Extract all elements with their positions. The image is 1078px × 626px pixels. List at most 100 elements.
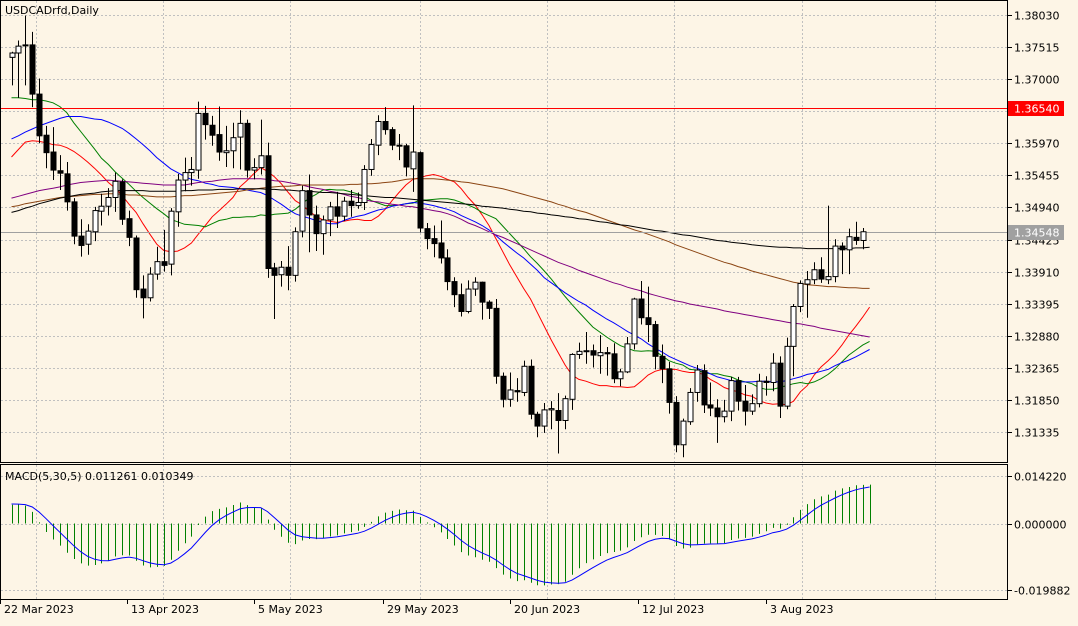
candle bbox=[285, 246, 292, 291]
candle bbox=[701, 364, 708, 414]
candle bbox=[341, 196, 348, 222]
candle bbox=[299, 185, 306, 238]
candle-body bbox=[313, 214, 320, 235]
macd-panel-frame bbox=[0, 464, 1008, 600]
candle bbox=[611, 343, 618, 384]
candle bbox=[161, 229, 168, 272]
candle-body bbox=[583, 350, 590, 353]
moving-average-line bbox=[11, 140, 871, 406]
candle-body bbox=[534, 413, 541, 427]
candle-body bbox=[375, 121, 382, 146]
candle bbox=[92, 206, 99, 242]
candle-body bbox=[278, 266, 285, 276]
candle bbox=[472, 277, 479, 296]
candle-body bbox=[182, 172, 189, 181]
candle-body bbox=[299, 190, 306, 232]
candle-body bbox=[209, 124, 216, 136]
candle bbox=[735, 376, 742, 411]
time-tick-label: 12 Jul 2023 bbox=[642, 603, 704, 616]
candle-body bbox=[659, 355, 666, 370]
candle-body bbox=[85, 230, 92, 245]
candle-body bbox=[687, 391, 694, 423]
macd-axis: 0.014220 0.000000 -0.019882 bbox=[1008, 471, 1070, 598]
candle bbox=[403, 143, 410, 177]
candle bbox=[804, 270, 811, 318]
candle bbox=[140, 275, 147, 319]
candle-body bbox=[355, 201, 362, 207]
candle bbox=[451, 277, 458, 308]
candle bbox=[348, 190, 355, 217]
macd-tick-label: 0.014220 bbox=[1014, 471, 1067, 484]
candle-body bbox=[790, 305, 797, 347]
candle-body bbox=[216, 134, 223, 153]
candle bbox=[590, 344, 597, 368]
candle-body bbox=[348, 200, 355, 207]
moving-average-line bbox=[11, 188, 870, 250]
candle bbox=[548, 401, 555, 430]
candle bbox=[555, 393, 562, 454]
macd-label: MACD(5,30,5) 0.011261 0.010349 bbox=[5, 470, 194, 483]
candle bbox=[784, 337, 791, 410]
candle bbox=[292, 227, 299, 282]
candle bbox=[389, 127, 396, 151]
price-tick-label: 1.37515 bbox=[1014, 42, 1060, 55]
candle bbox=[396, 133, 403, 161]
candle bbox=[119, 179, 126, 225]
candle-body bbox=[825, 276, 832, 281]
candle-body bbox=[175, 179, 182, 213]
candle bbox=[811, 262, 818, 285]
candle bbox=[500, 372, 507, 408]
candle bbox=[64, 161, 71, 211]
candle bbox=[175, 173, 182, 227]
candle bbox=[85, 224, 92, 255]
time-tick-label: 3 Aug 2023 bbox=[770, 603, 833, 616]
candle-body bbox=[431, 238, 438, 245]
candle-body bbox=[714, 407, 721, 418]
candle bbox=[237, 110, 244, 170]
candle bbox=[50, 127, 57, 181]
candle bbox=[438, 220, 445, 264]
price-tick-label: 1.32880 bbox=[1014, 331, 1060, 344]
candle-body bbox=[92, 210, 99, 233]
candle-body bbox=[707, 404, 714, 409]
candle bbox=[756, 373, 763, 408]
candle bbox=[417, 151, 424, 233]
price-tick-label: 1.37000 bbox=[1014, 74, 1060, 87]
candle-body bbox=[611, 353, 618, 380]
candle-body bbox=[168, 210, 175, 265]
candle bbox=[112, 172, 119, 212]
candle bbox=[444, 249, 451, 291]
candle-body bbox=[271, 267, 278, 276]
moving-average-line bbox=[11, 178, 870, 338]
candle-body bbox=[265, 155, 272, 270]
candle-body bbox=[500, 375, 507, 400]
time-tick-label: 22 Mar 2023 bbox=[4, 603, 74, 616]
candle bbox=[749, 394, 756, 415]
candles bbox=[9, 15, 867, 458]
candle-body bbox=[64, 173, 71, 203]
candle-body bbox=[258, 155, 265, 169]
candle bbox=[375, 115, 382, 156]
candle bbox=[617, 368, 624, 387]
candle-body bbox=[694, 369, 701, 393]
candle bbox=[645, 286, 652, 342]
candle bbox=[147, 267, 154, 302]
candle-body bbox=[22, 44, 29, 47]
candle-body bbox=[140, 288, 147, 299]
candle-body bbox=[251, 167, 258, 171]
candle-body bbox=[784, 345, 791, 407]
candle-body bbox=[590, 350, 597, 356]
candle-body bbox=[631, 298, 638, 345]
main-grid bbox=[1, 1, 1007, 462]
candle-body bbox=[306, 190, 313, 216]
candle-body bbox=[721, 410, 728, 418]
candle bbox=[105, 188, 112, 216]
candle-body bbox=[451, 281, 458, 296]
candle-body bbox=[701, 370, 708, 406]
macd-histogram bbox=[12, 484, 871, 586]
candle bbox=[721, 399, 728, 423]
candle-body bbox=[382, 121, 389, 131]
time-tick-label: 29 May 2023 bbox=[387, 603, 459, 616]
candle bbox=[680, 418, 687, 458]
